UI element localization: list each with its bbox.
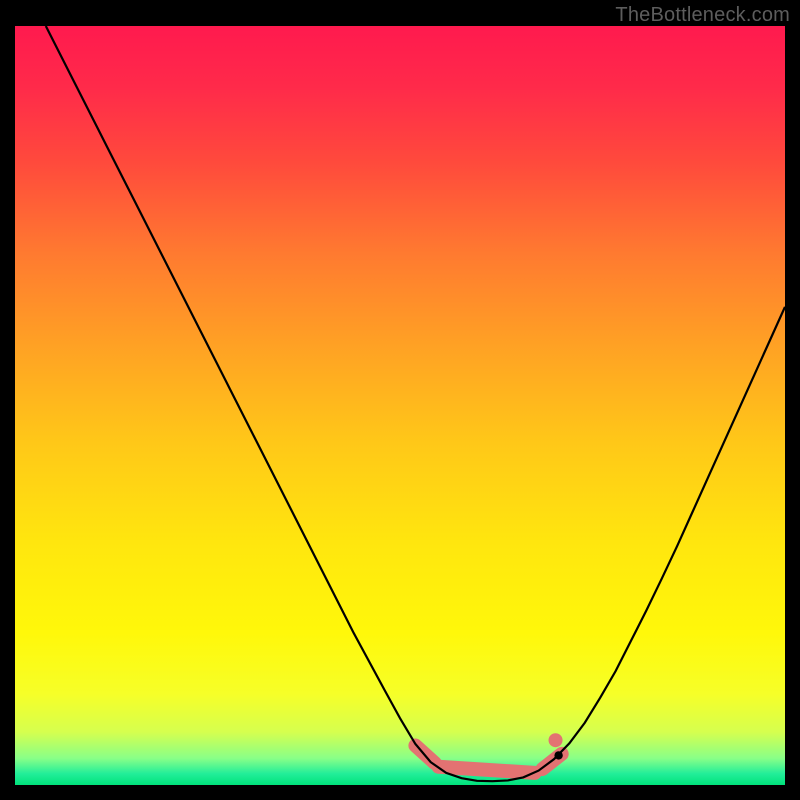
curve-marker-dot — [554, 751, 562, 759]
gradient-background — [15, 26, 785, 785]
overlay-segment — [439, 767, 535, 773]
watermark-text: TheBottleneck.com — [615, 4, 790, 27]
chart-stage: TheBottleneck.com — [0, 0, 800, 800]
bottleneck-chart — [0, 0, 800, 800]
